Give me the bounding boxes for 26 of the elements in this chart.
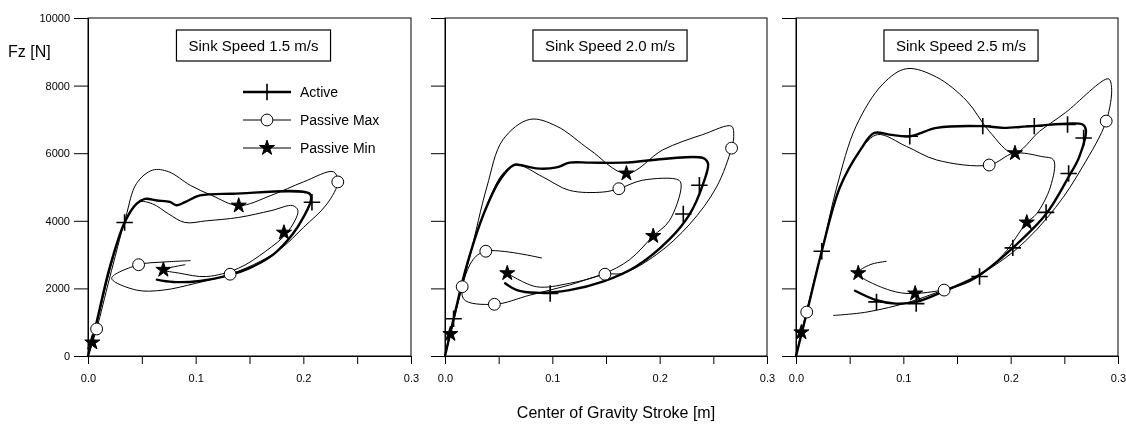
text: Sink Speed 2.5 m/s: [895, 37, 1027, 54]
x-axis-title: Center of Gravity Stroke [m]: [516, 404, 716, 421]
y-tick-label: 4000: [45, 214, 70, 227]
text: Sink Speed 1.5 m/s: [188, 37, 319, 54]
y-tick-label: 10000: [39, 12, 70, 25]
x-tick-label: 0.2: [296, 371, 312, 384]
legend-label: Active: [300, 84, 339, 100]
y-axis-title: Fz [N]: [8, 43, 51, 60]
x-tick-label: 0.1: [545, 371, 561, 384]
text: Sink Speed 2.0 m/s: [544, 37, 676, 54]
x-tick-label: 0.3: [759, 371, 776, 384]
y-tick-label: 6000: [45, 147, 70, 160]
y-tick-label: 0: [63, 350, 70, 363]
y-tick-label: 8000: [45, 79, 70, 92]
x-tick-label: 0.2: [1003, 371, 1019, 384]
legend-label: Passive Max: [300, 112, 380, 128]
x-tick-label: 0.1: [188, 371, 204, 384]
x-tick-label: 0.0: [80, 371, 97, 384]
legend-label: Passive Min: [300, 140, 376, 156]
x-tick-label: 0.0: [437, 371, 454, 384]
y-tick-label: 2000: [45, 282, 70, 295]
x-tick-label: 0.3: [403, 371, 420, 384]
x-tick-label: 0.0: [788, 371, 805, 384]
x-tick-label: 0.2: [652, 371, 668, 384]
x-tick-label: 0.3: [1110, 371, 1126, 384]
x-tick-label: 0.1: [896, 371, 912, 384]
